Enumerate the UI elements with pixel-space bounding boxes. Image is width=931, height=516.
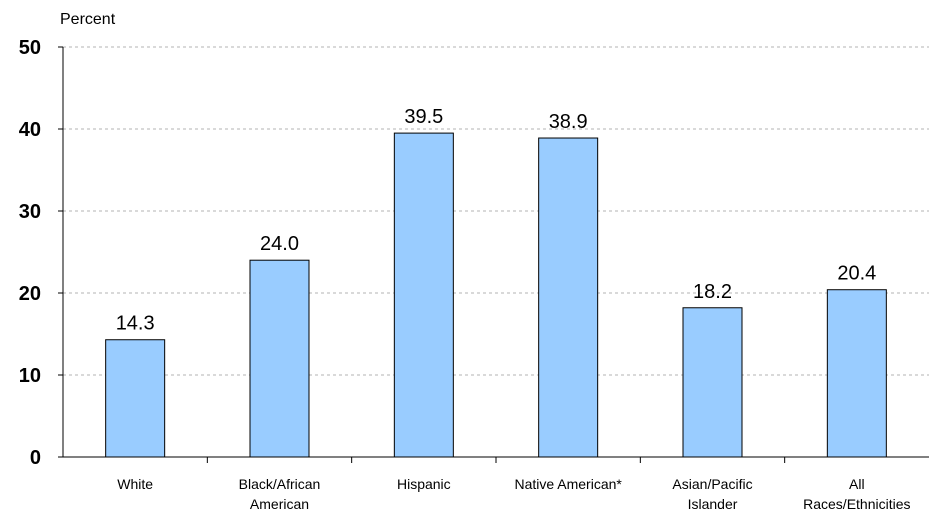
axes [58, 46, 929, 463]
x-tick-label: Asian/Pacific Islander [672, 476, 752, 512]
data-label: 20.4 [837, 263, 876, 285]
bar [105, 339, 166, 458]
y-tick-label: 40 [19, 119, 41, 141]
bar [393, 132, 454, 458]
y-tick-label: 10 [19, 365, 41, 387]
y-axis-ticks: 0 10 20 30 40 50 [19, 37, 41, 469]
x-tick-label: Hispanic [397, 476, 451, 492]
x-tick-label: All Races/Ethnicities [803, 476, 910, 512]
gridlines [63, 46, 929, 376]
bar [249, 259, 310, 458]
x-tick-label: White [117, 476, 153, 492]
data-label: 18.2 [693, 281, 732, 303]
data-label: 14.3 [116, 313, 155, 335]
data-label: 38.9 [549, 111, 588, 133]
bar [682, 307, 743, 458]
data-label: 39.5 [404, 106, 443, 128]
bar [826, 289, 887, 458]
y-axis-label: Percent [60, 11, 116, 28]
x-tick-label: Native American* [514, 476, 622, 492]
data-labels: 14.3 24.0 39.5 38.9 18.2 20.4 [116, 106, 877, 335]
bar [538, 137, 599, 458]
data-label: 24.0 [260, 233, 299, 255]
y-tick-label: 30 [19, 201, 41, 223]
y-tick-label: 0 [30, 447, 41, 469]
x-axis-tick-labels: White Black/African American Hispanic Native… [117, 476, 910, 512]
x-tick-label: Black/African American [239, 476, 321, 512]
y-tick-label: 50 [19, 37, 41, 59]
y-tick-label: 20 [19, 283, 41, 305]
bars [105, 132, 887, 458]
